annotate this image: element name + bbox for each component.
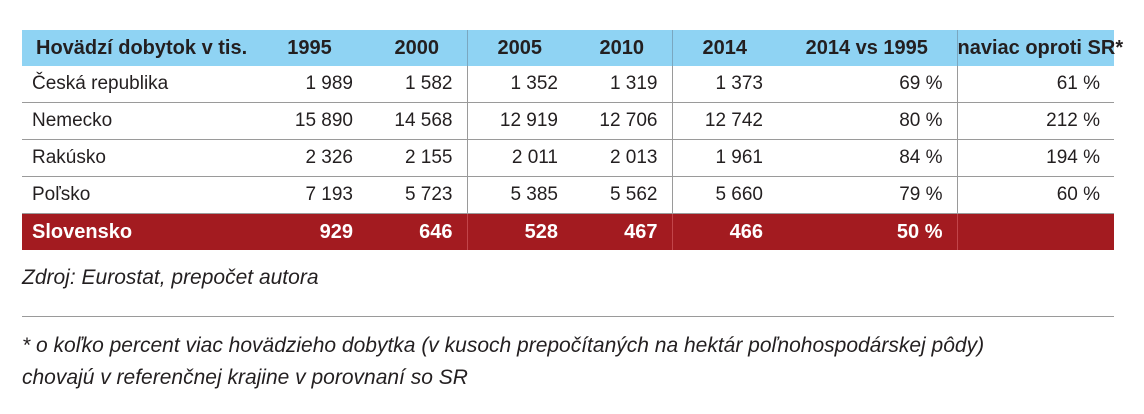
column-header: 2000 [394,36,440,59]
value-cell: 12 919 [466,102,572,140]
table-row: Rakúsko 2 326 2 155 2 011 2 013 1 961 84… [22,139,1114,177]
table-header-row: Hovädzí dobytok v tis. 1995 2000 2005 20… [22,30,1123,66]
percent-cell: 84 % [777,139,957,177]
value-cell: 1 352 [466,66,572,103]
value-cell: 5 385 [466,176,572,214]
country-cell: Rakúsko [22,139,252,177]
column-header: naviac oproti SR* [956,30,1123,66]
column-header: 2005 [466,30,572,66]
table-row: Česká republika 1 989 1 582 1 352 1 319 … [22,66,1114,103]
value-cell: 1 582 [367,66,467,103]
value-cell: 466 [671,213,777,250]
column-header: 1995 [287,36,332,59]
country-cell: Nemecko [22,102,252,140]
value-cell: 1 961 [671,139,777,177]
percent-cell: 79 % [777,176,957,214]
footnote-line: chovajú v referenčnej krajine v porovnan… [22,366,468,389]
percent-cell: 69 % [777,66,957,103]
country-cell: Česká republika [22,66,252,103]
table-row-highlighted: Slovensko 929 646 528 467 466 50 % [22,213,1114,250]
percent-cell: 50 % [896,220,943,243]
cattle-table-container: Hovädzí dobytok v tis. 1995 2000 2005 20… [22,30,1123,250]
column-header: 2014 [671,30,777,66]
value-cell: 12 742 [671,102,777,140]
value-cell: 14 568 [367,102,467,140]
value-cell: 2 155 [367,139,467,177]
table-row: Poľsko 7 193 5 723 5 385 5 562 5 660 79 … [22,176,1114,214]
percent-cell [956,213,1114,250]
value-cell: 5 723 [367,176,467,214]
percent-cell: 212 % [956,102,1114,140]
value-cell: 7 193 [252,176,367,214]
value-cell: 929 [319,220,353,243]
column-header: Hovädzí dobytok v tis. [36,36,248,59]
value-cell: 5 660 [671,176,777,214]
column-header: 2010 [599,36,645,59]
source-caption: Zdroj: Eurostat, prepočet autora [22,266,319,289]
footnote: * o koľko percent viac hovädzieho dobytk… [22,330,1122,394]
table-row: Nemecko 15 890 14 568 12 919 12 706 12 7… [22,102,1114,140]
percent-cell: 194 % [956,139,1114,177]
value-cell: 1 319 [572,66,672,103]
value-cell: 12 706 [572,102,672,140]
percent-cell: 61 % [956,66,1114,103]
country-cell: Slovensko [32,220,133,243]
value-cell: 467 [624,220,658,243]
value-cell: 1 989 [252,66,367,103]
column-header: 2014 vs 1995 [805,36,928,59]
value-cell: 2 013 [572,139,672,177]
value-cell: 2 326 [252,139,367,177]
value-cell: 528 [466,213,572,250]
divider [22,316,1114,317]
footnote-line: * o koľko percent viac hovädzieho dobytk… [22,334,985,357]
value-cell: 646 [419,220,453,243]
value-cell: 2 011 [466,139,572,177]
percent-cell: 80 % [777,102,957,140]
value-cell: 5 562 [572,176,672,214]
country-cell: Poľsko [22,176,252,214]
value-cell: 1 373 [671,66,777,103]
value-cell: 15 890 [252,102,367,140]
cattle-table: Hovädzí dobytok v tis. 1995 2000 2005 20… [22,30,1123,250]
percent-cell: 60 % [956,176,1114,214]
